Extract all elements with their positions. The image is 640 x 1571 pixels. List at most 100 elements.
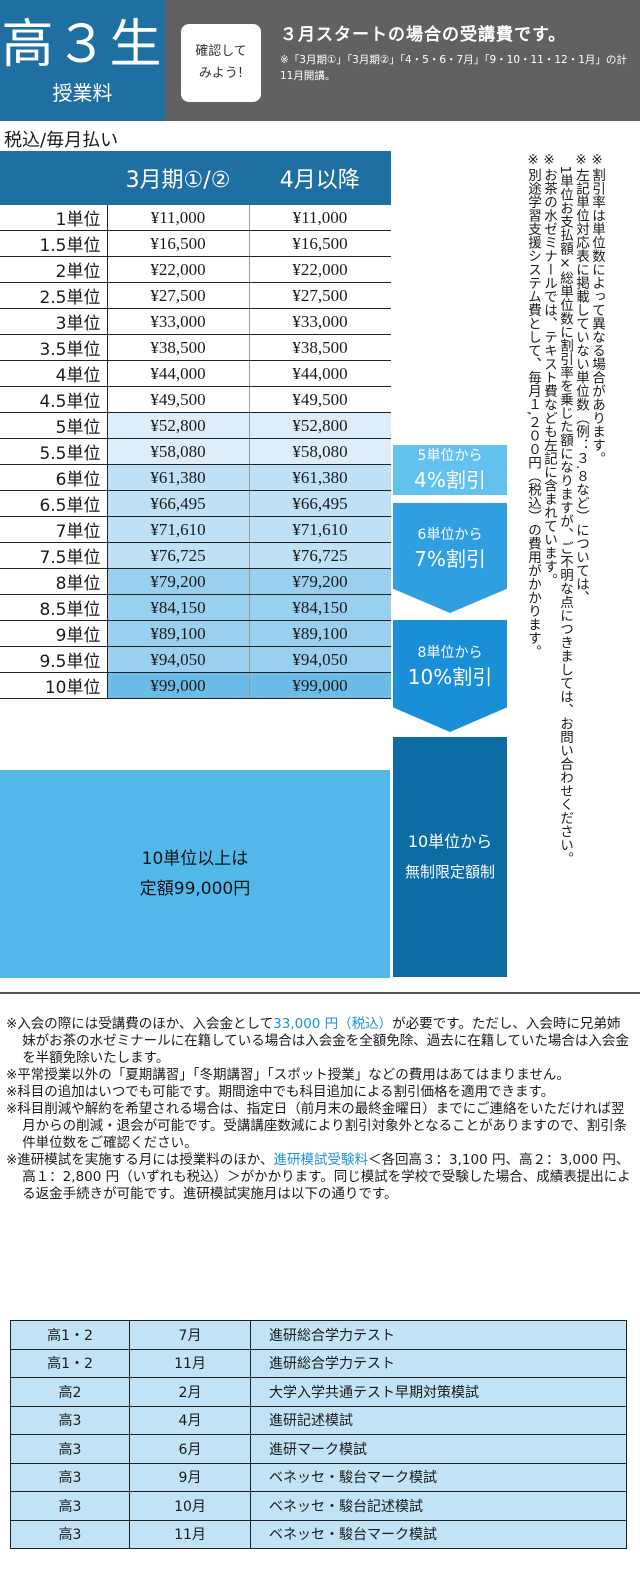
discount-tier-label: 10単位から bbox=[407, 832, 493, 851]
march-price-cell: ¥52,800 bbox=[107, 412, 249, 439]
admission-fee-highlight: 33,000 円（税込） bbox=[273, 1016, 393, 1032]
unit-cell: 9単位 bbox=[0, 620, 108, 647]
unit-cell: 4単位 bbox=[0, 360, 108, 387]
march-price-cell: ¥16,500 bbox=[107, 230, 249, 257]
note-text: ※進研模試を実施する月には授業料のほか、 bbox=[6, 1152, 274, 1168]
unit-cell: 6.5単位 bbox=[0, 490, 108, 517]
march-price-cell: ¥58,080 bbox=[107, 438, 249, 465]
unit-cell: 4.5単位 bbox=[0, 386, 108, 413]
check-badge: 確認して みよう! bbox=[181, 24, 261, 102]
april-price-cell: ¥66,495 bbox=[248, 490, 391, 517]
price-table: 3月期①/② 4月以降 1単位 ¥11,000 ¥11,000 1.5単位 ¥16,50… bbox=[0, 151, 391, 699]
march-price-cell: ¥38,500 bbox=[107, 334, 249, 361]
discount-tier-rate: 10%割引 bbox=[407, 665, 493, 689]
unit-cell: 7単位 bbox=[0, 516, 108, 543]
exam-fee-highlight: 進研模試受験料 bbox=[273, 1152, 369, 1168]
table-row: 3.5単位 ¥38,500 ¥38,500 bbox=[0, 334, 391, 361]
tax-note: 税込/毎月払い bbox=[4, 130, 119, 151]
unit-cell: 6単位 bbox=[0, 464, 108, 491]
table-row: 6単位 ¥61,380 ¥61,380 bbox=[0, 464, 391, 491]
unit-cell: 7.5単位 bbox=[0, 542, 108, 569]
check-badge-line2: みよう! bbox=[198, 66, 244, 81]
exam-grade-cell: 高3 bbox=[10, 1434, 130, 1464]
march-price-cell: ¥49,500 bbox=[107, 386, 249, 413]
april-price-cell: ¥22,000 bbox=[248, 256, 391, 283]
exam-name-cell: 進研総合学力テスト bbox=[250, 1320, 627, 1350]
flat-rate-line2: 定額99,000円 bbox=[139, 879, 251, 899]
exam-grade-cell: 高3 bbox=[10, 1519, 130, 1549]
header-blank bbox=[0, 151, 107, 205]
table-row: 高3 4月 進研記述模試 bbox=[10, 1405, 627, 1435]
vertical-note: ※左記単位対応表に掲載していない単位数（例：３.８など）については、 bbox=[573, 152, 589, 605]
exam-schedule-table: 高1・2 7月 進研総合学力テスト 高1・2 11月 進研総合学力テスト 高2 2月 大学入学共… bbox=[10, 1320, 627, 1549]
discount-tier-label: 8単位から bbox=[417, 645, 483, 661]
april-price-cell: ¥38,500 bbox=[248, 334, 391, 361]
flat-rate-box: 10単位以上は 定額99,000円 bbox=[0, 770, 390, 978]
table-row: 2.5単位 ¥27,500 ¥27,500 bbox=[0, 282, 391, 309]
april-price-cell: ¥71,610 bbox=[248, 516, 391, 543]
april-price-cell: ¥84,150 bbox=[248, 594, 391, 621]
exam-month-cell: 2月 bbox=[129, 1377, 251, 1407]
april-price-cell: ¥44,000 bbox=[248, 360, 391, 387]
april-price-cell: ¥11,000 bbox=[248, 205, 391, 231]
april-price-cell: ¥79,200 bbox=[248, 568, 391, 595]
march-price-cell: ¥71,610 bbox=[107, 516, 249, 543]
header-april: 4月以降 bbox=[249, 151, 391, 205]
april-price-cell: ¥61,380 bbox=[248, 464, 391, 491]
march-price-cell: ¥89,100 bbox=[107, 620, 249, 647]
exam-grade-cell: 高3 bbox=[10, 1491, 130, 1521]
exam-grade-cell: 高2 bbox=[10, 1377, 130, 1407]
exam-name-cell: 大学入学共通テスト早期対策模試 bbox=[250, 1377, 627, 1407]
exam-grade-cell: 高1・2 bbox=[10, 1320, 130, 1350]
march-price-cell: ¥11,000 bbox=[107, 205, 249, 231]
april-price-cell: ¥76,725 bbox=[248, 542, 391, 569]
april-price-cell: ¥27,500 bbox=[248, 282, 391, 309]
grade-subtitle: 授業料 bbox=[52, 81, 113, 105]
table-row: 高3 11月 ベネッセ・駿台マーク模試 bbox=[10, 1519, 627, 1549]
note-seasonal: ※平常授業以外の「夏期講習」「冬期講習」「スポット授業」などの費用はあてはまりま… bbox=[6, 1067, 570, 1083]
march-price-cell: ¥22,000 bbox=[107, 256, 249, 283]
unit-cell: 9.5単位 bbox=[0, 646, 108, 673]
header-march: 3月期①/② bbox=[107, 151, 249, 205]
exam-name-cell: ベネッセ・駿台記述模試 bbox=[250, 1491, 627, 1521]
unit-cell: 3.5単位 bbox=[0, 334, 108, 361]
table-row: 8.5単位 ¥84,150 ¥84,150 bbox=[0, 594, 391, 621]
unit-cell: 3単位 bbox=[0, 308, 108, 335]
discount-tier-6: 6単位から 7%割引 bbox=[393, 503, 507, 613]
exam-name-cell: ベネッセ・駿台マーク模試 bbox=[250, 1462, 627, 1492]
table-row: 高1・2 11月 進研総合学力テスト bbox=[10, 1348, 627, 1378]
unit-cell: 2単位 bbox=[0, 256, 108, 283]
exam-name-cell: 進研マーク模試 bbox=[250, 1434, 627, 1464]
march-price-cell: ¥61,380 bbox=[107, 464, 249, 491]
april-price-cell: ¥99,000 bbox=[248, 672, 391, 699]
discount-tier-label: 5単位から bbox=[417, 448, 483, 464]
vertical-note: 1単位お支払額×総単位数に割引率を乗じた額になりますが、ご不明な点につきましては… bbox=[557, 152, 573, 866]
exam-name-cell: 進研記述模試 bbox=[250, 1405, 627, 1435]
exam-month-cell: 4月 bbox=[129, 1405, 251, 1435]
note-admission: ※入会の際には受講費のほか、入会金として33,000 円（税込）が必要です。ただ… bbox=[6, 1016, 631, 1067]
section-divider bbox=[0, 992, 640, 994]
vertical-note: ※別途学習支援システム費として、毎月１,２００円（税込）の費用がかかります。 bbox=[525, 152, 541, 659]
april-price-cell: ¥89,100 bbox=[248, 620, 391, 647]
exam-name-cell: ベネッセ・駿台マーク模試 bbox=[250, 1519, 627, 1549]
table-row: 2単位 ¥22,000 ¥22,000 bbox=[0, 256, 391, 283]
table-row: 高3 9月 ベネッセ・駿台マーク模試 bbox=[10, 1462, 627, 1492]
table-row: 高3 10月 ベネッセ・駿台記述模試 bbox=[10, 1491, 627, 1521]
vertical-notes: ※割引率は単位数によって異なる場合があります。 ※左記単位対応表に掲載していない… bbox=[525, 152, 605, 982]
note-text: ＜各回高３：3,100 円、高２：3,000 円、高１：2,800 円（いずれも… bbox=[22, 1152, 631, 1202]
exam-month-cell: 11月 bbox=[129, 1348, 251, 1378]
exam-schedule-body: 高1・2 7月 進研総合学力テスト 高1・2 11月 進研総合学力テスト 高2 2月 大学入学共… bbox=[10, 1320, 627, 1549]
price-table-body: 1単位 ¥11,000 ¥11,000 1.5単位 ¥16,500 ¥16,500 2単位 ¥… bbox=[0, 205, 391, 699]
march-price-cell: ¥99,000 bbox=[107, 672, 249, 699]
table-row: 5単位 ¥52,800 ¥52,800 bbox=[0, 412, 391, 439]
price-table-header: 3月期①/② 4月以降 bbox=[0, 151, 391, 205]
table-row: 10単位 ¥99,000 ¥99,000 bbox=[0, 672, 391, 699]
discount-tier-10: 10単位から 無制限定額制 bbox=[393, 737, 507, 977]
table-row: 9.5単位 ¥94,050 ¥94,050 bbox=[0, 646, 391, 673]
exam-name-cell: 進研総合学力テスト bbox=[250, 1348, 627, 1378]
march-price-cell: ¥79,200 bbox=[107, 568, 249, 595]
table-row: 4単位 ¥44,000 ¥44,000 bbox=[0, 360, 391, 387]
march-price-cell: ¥44,000 bbox=[107, 360, 249, 387]
discount-tier-5: 5単位から 4%割引 bbox=[393, 445, 507, 495]
vertical-note: ※お茶の水ゼミナールでは、テキスト費なども左記に含まれています。 bbox=[541, 152, 557, 587]
